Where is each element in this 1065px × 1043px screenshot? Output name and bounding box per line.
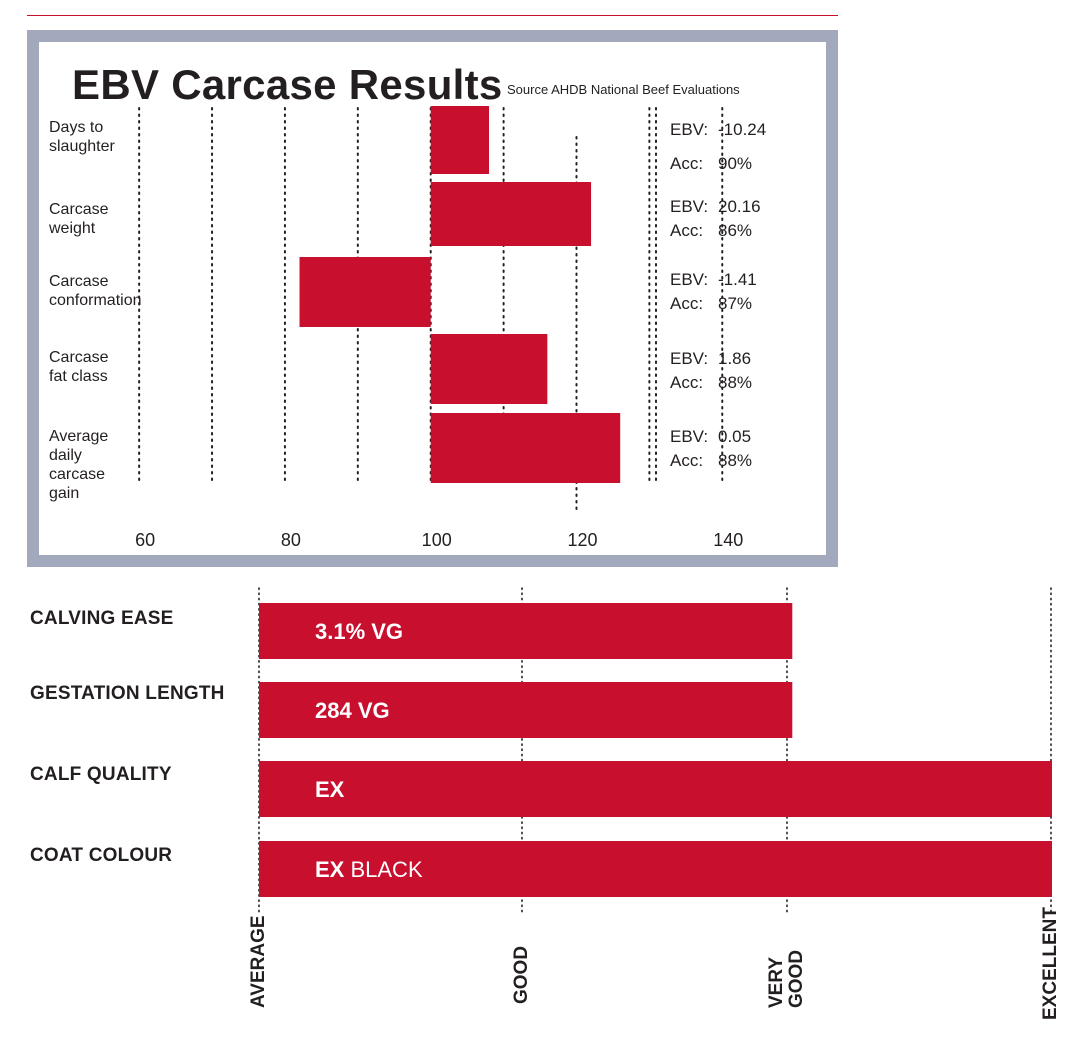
x-tick-label: 100: [421, 530, 452, 550]
row-label: Carcase weight: [49, 200, 109, 238]
ebv-key: EBV:: [670, 120, 709, 139]
row-label-line: gain: [49, 485, 80, 502]
acc-key: Acc:: [670, 154, 704, 173]
row-label: Carcase conformation: [49, 272, 142, 310]
grade-value: 284 VG: [315, 698, 390, 723]
acc-value: Acc: 88%: [670, 372, 752, 394]
ebv-number: 20.16: [718, 197, 761, 216]
row-label: Carcase fat class: [49, 348, 109, 386]
row-label: Average daily carcase gain: [49, 427, 108, 503]
ebv-key: EBV:: [670, 270, 709, 289]
top-rule: [27, 15, 838, 16]
scale-label: AVERAGE: [248, 915, 269, 1008]
grade-bar: [259, 761, 1052, 817]
scale-label: EXCELLENT: [1040, 907, 1061, 1020]
scale-label-line: VERY: [766, 956, 787, 1008]
acc-number: 86%: [718, 221, 753, 240]
grade-bar: [259, 682, 793, 738]
bar-grade-label: EX BLACK: [315, 857, 423, 883]
ebv-value: EBV: 20.16: [670, 196, 761, 218]
chart-source: Source AHDB National Beef Evaluations: [507, 82, 740, 97]
grade-detail: BLACK: [344, 857, 423, 882]
ebv-key: EBV:: [670, 197, 709, 216]
scale-label-line: EXCELLENT: [1040, 907, 1061, 1020]
ebv-value: EBV: 0.05: [670, 426, 751, 448]
trait-label: CALVING EASE: [30, 608, 174, 629]
ebv-value: EBV: -1.41: [670, 269, 757, 291]
ebv-number: 1.86: [718, 349, 752, 368]
bar-grade-label: 284 VG: [315, 698, 390, 724]
ebv-bar: [430, 182, 592, 246]
ebv-panel-frame: EBV Carcase Results Source AHDB National…: [27, 30, 838, 567]
scale-label-line: AVERAGE: [248, 915, 269, 1008]
acc-key: Acc:: [670, 294, 704, 313]
grade-value: EX: [315, 777, 345, 802]
scale-label-line: GOOD: [511, 945, 532, 1004]
scale-label: VERY GOOD: [766, 949, 807, 1008]
x-tick-label: 120: [567, 530, 598, 550]
ebv-number: -1.41: [718, 270, 757, 289]
row-label-line: Days to: [49, 119, 104, 136]
ebv-number: 0.05: [718, 427, 752, 446]
row-label-line: daily: [49, 447, 82, 464]
row-label-line: Carcase: [49, 349, 109, 366]
scale-label-line: GOOD: [786, 949, 807, 1008]
ebv-value: EBV: -10.24: [670, 119, 766, 141]
ebv-bar: [430, 334, 548, 404]
chart-title: EBV Carcase Results: [72, 61, 503, 108]
row-label-line: Average: [49, 428, 109, 445]
grade-value: EX: [315, 857, 345, 882]
ebv-key: EBV:: [670, 349, 709, 368]
ebv-number: -10.24: [718, 120, 767, 139]
row-label-line: fat class: [49, 368, 108, 385]
grade-bar: [259, 841, 1052, 897]
acc-number: 90%: [718, 154, 753, 173]
acc-key: Acc:: [670, 373, 704, 392]
row-label-line: Carcase: [49, 273, 109, 290]
ebv-value: EBV: 1.86: [670, 348, 751, 370]
x-tick-label: 60: [135, 530, 156, 550]
row-label-line: slaughter: [49, 138, 115, 155]
x-tick-label: 140: [713, 530, 744, 550]
acc-value: Acc: 87%: [670, 293, 752, 315]
acc-number: 88%: [718, 373, 753, 392]
ebv-plot: [138, 106, 724, 515]
row-label: Days to slaughter: [49, 118, 115, 156]
row-label-line: weight: [49, 220, 96, 237]
row-label-line: Carcase: [49, 201, 109, 218]
trait-label: COAT COLOUR: [30, 845, 173, 866]
x-tick-label: 80: [280, 530, 301, 550]
ebv-bar: [430, 106, 490, 174]
ebv-bar: [299, 257, 431, 327]
row-label-line: conformation: [49, 292, 142, 309]
acc-number: 87%: [718, 294, 753, 313]
trait-label: CALF QUALITY: [30, 764, 172, 785]
acc-key: Acc:: [670, 221, 704, 240]
trait-label: GESTATION LENGTH: [30, 683, 225, 704]
acc-key: Acc:: [670, 451, 704, 470]
bar-grade-label: EX: [315, 777, 344, 803]
ebv-key: EBV:: [670, 427, 709, 446]
ebv-carcase-chart: EBV Carcase Results Source AHDB National…: [39, 42, 826, 555]
grade-bar: [259, 603, 793, 659]
ebv-bar: [430, 413, 621, 483]
acc-value: Acc: 86%: [670, 220, 752, 242]
scale-label: GOOD: [511, 945, 532, 1004]
acc-value: Acc: 90%: [670, 153, 752, 175]
row-label-line: carcase: [49, 466, 106, 483]
bar-grade-label: 3.1% VG: [315, 619, 403, 645]
grade-value: 3.1% VG: [315, 619, 404, 644]
acc-number: 88%: [718, 451, 753, 470]
acc-value: Acc: 88%: [670, 450, 752, 472]
